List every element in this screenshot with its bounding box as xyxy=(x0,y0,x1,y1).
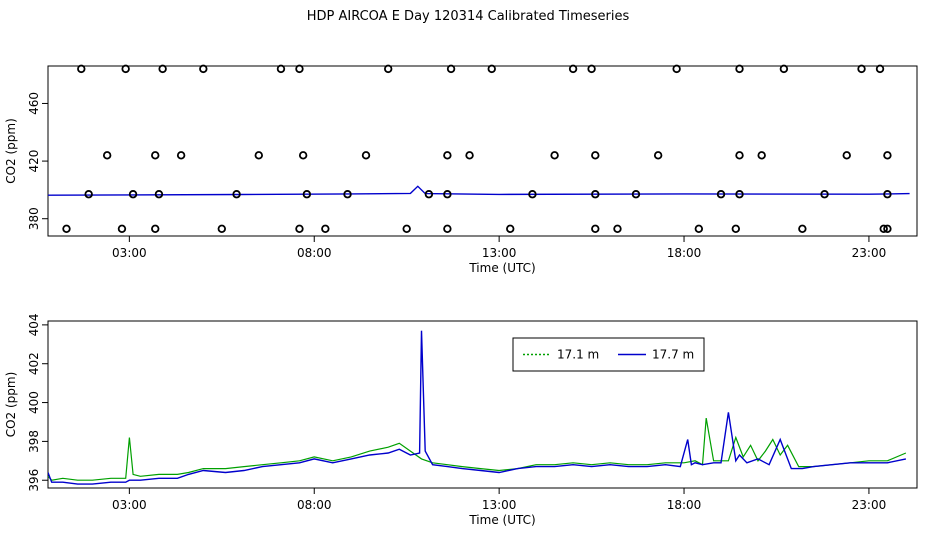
top-series-line-line xyxy=(48,185,910,196)
top-y-tick-label: 380 xyxy=(27,207,41,230)
bottom-panel: 03:00 08:00 13:00 18:00 23:00 396 398 400 402 404… xyxy=(4,313,918,527)
top-x-tick-label: 08:00 xyxy=(297,246,332,260)
bottom-y-tick-label: 404 xyxy=(27,313,41,336)
top-calibration-point xyxy=(446,64,456,74)
legend-label-17-7-m: 17.7 m xyxy=(652,348,694,362)
top-calibration-point xyxy=(653,151,663,160)
bottom-y-tick-label: 400 xyxy=(27,391,41,414)
top-calibration-point xyxy=(302,190,312,199)
top-calibration-point xyxy=(779,64,789,74)
top-calibration-point xyxy=(735,64,744,74)
top-calibration-point xyxy=(875,64,885,74)
top-calibration-point xyxy=(254,151,263,160)
top-calibration-point xyxy=(276,64,286,74)
top-calibration-point xyxy=(121,64,130,74)
top-x-tick-label: 03:00 xyxy=(112,246,147,260)
top-calibration-point xyxy=(321,224,330,233)
top-calibration-point xyxy=(217,224,226,233)
top-calibration-point xyxy=(591,151,600,160)
bottom-x-tick-label: 13:00 xyxy=(482,498,517,512)
top-calibration-point xyxy=(798,224,807,233)
top-y-tick-label: 420 xyxy=(27,150,41,173)
top-calibration-point xyxy=(568,64,578,74)
bottom-y-axis-title: CO2 (ppm) xyxy=(4,372,18,438)
top-calibration-point xyxy=(487,64,496,74)
top-calibration-point xyxy=(883,224,892,233)
top-calibration-point xyxy=(591,190,600,199)
top-calibration-point xyxy=(735,151,744,160)
legend-box xyxy=(512,337,705,372)
top-calibration-point xyxy=(465,151,474,160)
top-calibration-point xyxy=(613,224,622,233)
bottom-plot-frame xyxy=(47,320,918,489)
top-calibration-point xyxy=(232,190,241,199)
top-calibration-point xyxy=(199,64,208,74)
top-calibration-point xyxy=(62,224,71,233)
top-calibration-point xyxy=(402,224,411,233)
top-calibration-point xyxy=(176,151,186,160)
top-calibration-point xyxy=(343,190,352,199)
bottom-y-tick-label: 402 xyxy=(27,352,41,375)
top-calibration-point xyxy=(151,151,160,160)
top-y-axis-title: CO2 (ppm) xyxy=(4,118,18,184)
top-calibration-point xyxy=(631,190,641,199)
top-calibration-point xyxy=(672,64,681,74)
top-plot-frame xyxy=(47,65,918,237)
top-calibration-point xyxy=(883,190,892,199)
top-panel: 03:00 08:00 13:00 18:00 23:00 380 420 460 Time (… xyxy=(4,64,918,275)
top-calibration-point xyxy=(731,224,741,233)
bottom-x-tick-label: 18:00 xyxy=(667,498,702,512)
top-calibration-point xyxy=(842,151,851,160)
top-calibration-point xyxy=(550,151,559,160)
top-calibration-point xyxy=(694,224,704,233)
bottom-x-axis-title: Time (UTC) xyxy=(468,513,535,527)
top-calibration-point xyxy=(443,224,452,233)
top-calibration-point xyxy=(298,151,308,160)
top-calibration-point xyxy=(716,190,726,199)
top-calibration-point xyxy=(117,224,127,233)
chart-title: HDP AIRCOA E Day 120314 Calibrated Times… xyxy=(306,9,630,24)
top-calibration-point xyxy=(424,190,434,199)
top-calibration-point xyxy=(151,224,160,233)
top-calibration-point xyxy=(361,151,371,160)
bottom-x-tick-label: 03:00 xyxy=(112,498,147,512)
top-calibration-point xyxy=(443,151,452,160)
top-calibration-point xyxy=(528,190,537,199)
top-x-tick-label: 18:00 xyxy=(667,246,702,260)
top-calibration-point xyxy=(84,190,93,199)
bottom-x-tick-label: 23:00 xyxy=(852,498,887,512)
top-calibration-point xyxy=(587,64,596,74)
top-calibration-point xyxy=(757,151,766,160)
top-calibration-point xyxy=(443,190,452,199)
top-y-tick-label: 460 xyxy=(27,92,41,115)
top-calibration-point xyxy=(883,151,892,160)
top-calibration-point xyxy=(102,151,112,160)
top-calibration-point xyxy=(154,190,164,199)
bottom-y-tick-label: 398 xyxy=(27,430,41,453)
top-calibration-point xyxy=(295,64,304,74)
bottom-series-17-7-m-line xyxy=(48,330,907,485)
top-calibration-point xyxy=(857,64,866,74)
top-calibration-point xyxy=(820,190,829,199)
bottom-x-tick-label: 08:00 xyxy=(297,498,332,512)
top-x-tick-label: 23:00 xyxy=(852,246,887,260)
top-calibration-point xyxy=(158,64,167,74)
top-calibration-point xyxy=(879,224,888,233)
bottom-series-17-1-m-line xyxy=(48,417,907,481)
top-calibration-point xyxy=(591,224,600,233)
top-x-tick-label: 13:00 xyxy=(482,246,517,260)
top-calibration-point xyxy=(384,64,393,74)
top-calibration-point xyxy=(128,190,138,199)
top-calibration-point xyxy=(735,190,744,199)
top-calibration-point xyxy=(506,224,515,233)
top-calibration-point xyxy=(295,224,304,233)
top-calibration-point xyxy=(77,64,86,74)
legend-label-17-1-m: 17.1 m xyxy=(557,348,599,362)
top-x-axis-title: Time (UTC) xyxy=(468,261,535,275)
bottom-y-tick-label: 396 xyxy=(27,469,41,492)
